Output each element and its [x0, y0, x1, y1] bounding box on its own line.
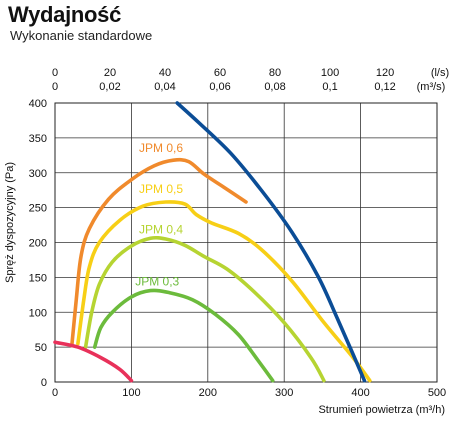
x-tick-label: 400 — [351, 387, 369, 399]
series-line-jpm-0-4 — [83, 235, 326, 383]
top-tick-m3s: 0,02 — [99, 81, 120, 93]
y-tick-label: 300 — [29, 168, 47, 180]
top-unit-ls: (l/s) — [431, 67, 449, 79]
x-tick-label: 0 — [52, 387, 58, 399]
top-tick-ls: 0 — [52, 67, 58, 79]
top-tick-ls: 100 — [321, 67, 339, 79]
x-tick-label: 100 — [122, 387, 140, 399]
x-tick-label: 300 — [275, 387, 293, 399]
y-axis-label: Spręż dyspozycyjny (Pa) — [4, 162, 16, 283]
top-tick-ls: 80 — [269, 67, 281, 79]
x-tick-label: 200 — [199, 387, 217, 399]
x-tick-label: 500 — [428, 387, 446, 399]
top-tick-m3s: 0,06 — [209, 81, 230, 93]
y-tick-label: 350 — [29, 133, 47, 145]
series-label: JPM 0,6 — [139, 141, 183, 155]
page-title: Wydajność — [8, 2, 122, 27]
top-tick-ls: 20 — [104, 67, 116, 79]
series-line-5 — [53, 340, 134, 383]
y-tick-label: 250 — [29, 203, 47, 215]
y-tick-label: 0 — [41, 377, 47, 389]
page-subtitle: Wykonanie standardowe — [10, 28, 153, 43]
plot-frame — [54, 102, 438, 383]
top-tick-m3s: 0,04 — [154, 81, 175, 93]
top-tick-ls: 120 — [376, 67, 394, 79]
y-tick-label: 200 — [29, 238, 47, 250]
top-tick-m3s: 0,08 — [264, 81, 285, 93]
series-label: JPM 0,3 — [135, 275, 179, 289]
x-axis-label: Strumień powietrza (m³/h) — [318, 404, 445, 416]
chart-axes: 0 100 200 300 400 500050100150200250300350400… — [4, 67, 449, 416]
series-line-jpm-0-5 — [76, 200, 372, 383]
top-tick-ls: 40 — [159, 67, 171, 79]
y-tick-label: 400 — [29, 98, 47, 110]
series-line-jpm-0-6 — [70, 157, 248, 348]
y-tick-label: 150 — [29, 272, 47, 284]
series-line-jpm-0-3 — [92, 288, 275, 383]
chart-labels: JPM 0,6 JPM 0,5 JPM 0,4 JPM 0,3 — [135, 141, 183, 289]
top-unit-m3s: (m³/s) — [417, 81, 446, 93]
chart-grid — [54, 102, 438, 383]
top-tick-m3s: 0,1 — [322, 81, 337, 93]
series-label: JPM 0,4 — [139, 222, 183, 236]
y-tick-label: 50 — [35, 342, 47, 354]
series-line-4 — [175, 101, 367, 383]
top-tick-m3s: 0,12 — [374, 81, 395, 93]
top-tick-m3s: 0 — [52, 81, 58, 93]
series-label: JPM 0,5 — [139, 182, 183, 196]
top-tick-ls: 60 — [214, 67, 226, 79]
y-tick-label: 100 — [29, 307, 47, 319]
chart-series — [53, 101, 372, 383]
